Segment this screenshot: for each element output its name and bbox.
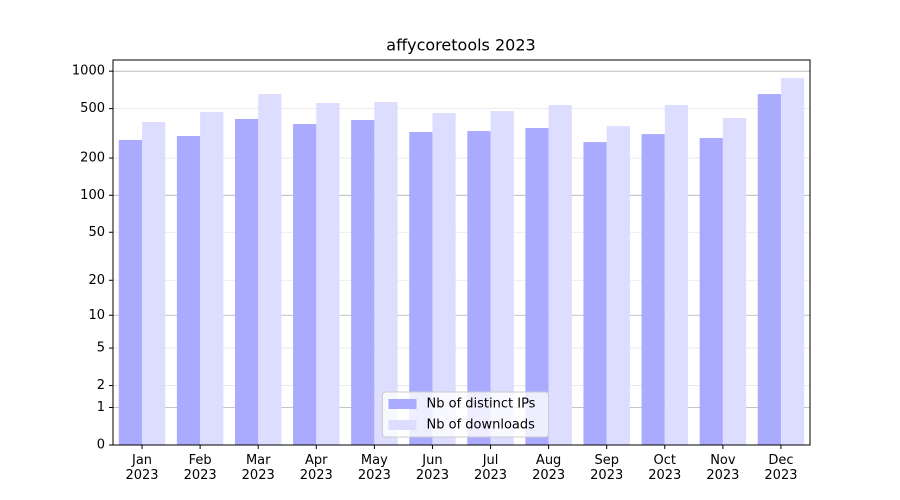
y-tick-label: 500: [80, 101, 105, 116]
legend-box: [382, 391, 549, 438]
bar: [234, 118, 259, 445]
y-tick-label: 1000: [72, 64, 105, 79]
x-tick-label: Apr 2023: [299, 453, 333, 483]
x-tick-label: Feb 2023: [183, 453, 217, 483]
bar: [583, 142, 607, 446]
bar: [374, 102, 398, 445]
legend-swatch: [388, 399, 417, 409]
y-tick-label: 2: [97, 378, 105, 393]
bar: [722, 118, 747, 445]
y-tick-label: 20: [88, 273, 105, 288]
y-tick-label: 5: [97, 341, 105, 356]
bar: [490, 111, 514, 446]
legend-swatch: [388, 420, 417, 430]
y-tick-label: 50: [88, 225, 105, 240]
bar: [641, 134, 665, 445]
bar: [316, 103, 340, 446]
bar: [699, 138, 723, 445]
bar: [525, 128, 549, 445]
bar: [432, 113, 456, 446]
bar: [118, 139, 143, 445]
legend-label: Nb of distinct IPs: [427, 397, 536, 412]
bar: [548, 104, 572, 446]
x-tick-label: Dec 2023: [764, 453, 798, 483]
bar: [176, 136, 201, 445]
legend-label: Nb of downloads: [427, 418, 536, 433]
x-tick-label: Mar 2023: [241, 453, 275, 483]
x-tick-label: Aug 2023: [532, 453, 566, 483]
x-tick-label: Sep 2023: [590, 453, 624, 483]
bar: [142, 122, 166, 445]
grid: [113, 70, 810, 446]
bar: [409, 132, 433, 445]
bar: [780, 78, 805, 446]
y-tick-label: 200: [80, 151, 105, 166]
x-tick-label: Oct 2023: [648, 453, 682, 483]
bar: [467, 131, 491, 445]
bar: [200, 111, 224, 446]
bar: [258, 94, 282, 446]
y-tick-label: 10: [88, 308, 105, 323]
bar: [606, 126, 630, 446]
chart-title: affycoretools 2023: [386, 36, 535, 55]
bar: [351, 120, 375, 446]
bar: [757, 94, 781, 446]
x-tick-label: Nov 2023: [706, 453, 740, 483]
y-tick-label: 100: [80, 188, 105, 203]
y-tick-label: 0: [97, 438, 105, 453]
x-tick-label: May 2023: [357, 453, 391, 483]
axes-frame: [112, 59, 811, 446]
x-tick-label: Jun 2023: [415, 453, 449, 483]
bar: [664, 104, 689, 446]
x-tick-label: Jan 2023: [125, 453, 159, 483]
x-tick-label: Jul 2023: [473, 453, 508, 483]
y-tick-label: 1: [97, 400, 105, 415]
bar: [293, 124, 317, 446]
